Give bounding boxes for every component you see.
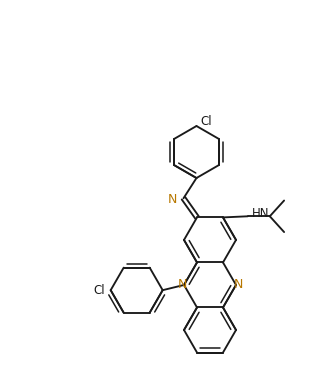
Text: Cl: Cl [200, 115, 212, 127]
Text: N: N [177, 278, 187, 291]
Text: HN: HN [252, 207, 269, 220]
Text: N: N [233, 278, 243, 291]
Text: N: N [168, 193, 177, 206]
Text: Cl: Cl [93, 283, 105, 297]
